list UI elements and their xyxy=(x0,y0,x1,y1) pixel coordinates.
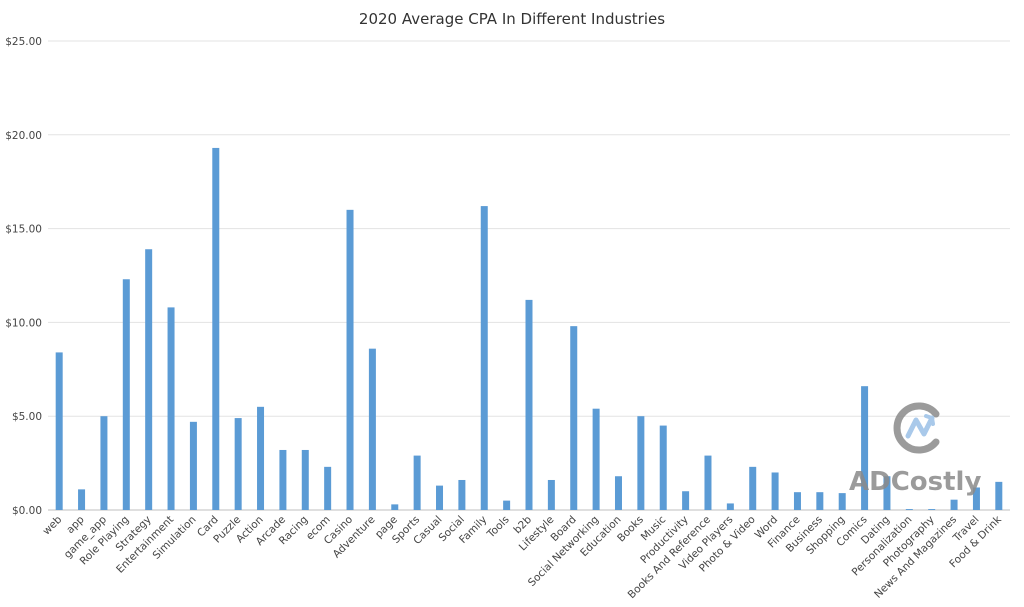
bar xyxy=(78,489,86,510)
bar xyxy=(391,504,399,510)
bar xyxy=(368,348,376,510)
bar xyxy=(122,279,130,510)
bar xyxy=(816,492,824,510)
bar xyxy=(279,449,287,510)
bar xyxy=(726,503,734,510)
bar xyxy=(525,299,533,510)
bar xyxy=(413,455,421,510)
bar xyxy=(838,493,846,510)
y-tick-label: $5.00 xyxy=(12,411,42,423)
bar xyxy=(570,326,578,510)
bar xyxy=(995,481,1003,510)
y-axis-ticks: $0.00 $5.00 $10.00 $15.00 $20.00 $25.00 xyxy=(5,36,42,517)
y-tick-label: $15.00 xyxy=(5,224,42,236)
y-tick-label: $0.00 xyxy=(12,505,42,517)
bar xyxy=(861,386,869,510)
chart-title: 2020 Average CPA In Different Industries xyxy=(359,10,665,28)
bar xyxy=(659,425,667,510)
bar xyxy=(928,509,936,510)
bar xyxy=(324,466,332,510)
watermark-logo-icon xyxy=(893,402,940,454)
bar xyxy=(189,421,197,510)
bar xyxy=(503,500,511,510)
y-tick-label: $20.00 xyxy=(5,130,42,142)
bar xyxy=(749,466,757,510)
bar xyxy=(637,416,645,510)
bar xyxy=(458,479,466,510)
bar xyxy=(257,406,265,510)
bar xyxy=(950,499,958,510)
bar xyxy=(793,492,801,510)
x-tick-label: web xyxy=(40,513,64,537)
bar xyxy=(100,416,108,510)
bar xyxy=(212,147,220,510)
bar xyxy=(234,418,242,510)
bar xyxy=(301,449,309,510)
x-tick-label: Books xyxy=(615,514,646,545)
bar xyxy=(592,408,600,510)
bar xyxy=(704,455,712,510)
bar xyxy=(145,249,153,510)
bar xyxy=(346,209,354,510)
bar xyxy=(480,206,488,510)
bar xyxy=(682,491,690,510)
bar xyxy=(547,479,555,510)
x-tick-label: Tools xyxy=(484,514,511,541)
bars xyxy=(55,147,1003,510)
bar xyxy=(771,472,779,510)
bar xyxy=(55,352,63,510)
bar xyxy=(883,476,891,510)
watermark: ADCostly xyxy=(849,402,981,497)
bar xyxy=(972,487,980,510)
bar xyxy=(167,307,175,510)
bar xyxy=(436,485,444,510)
y-tick-label: $10.00 xyxy=(5,317,42,329)
bar xyxy=(905,509,913,510)
watermark-text: ADCostly xyxy=(849,467,981,497)
bar xyxy=(614,476,622,510)
y-tick-label: $25.00 xyxy=(5,36,42,48)
